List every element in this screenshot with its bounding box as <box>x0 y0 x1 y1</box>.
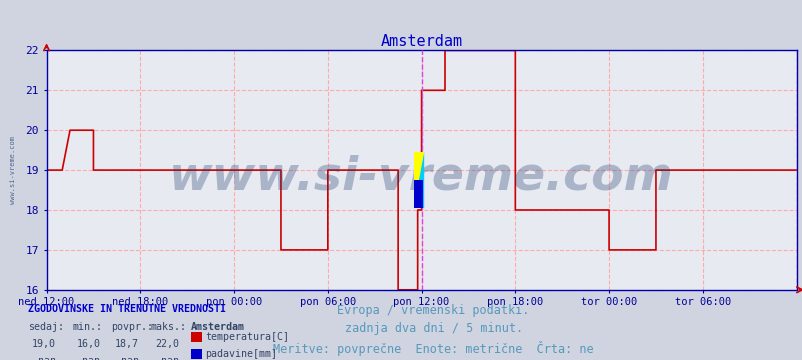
Polygon shape <box>413 180 423 208</box>
Polygon shape <box>413 152 423 208</box>
Text: -nan: -nan <box>155 356 179 360</box>
Text: ZGODOVINSKE IN TRENUTNE VREDNOSTI: ZGODOVINSKE IN TRENUTNE VREDNOSTI <box>28 304 226 314</box>
Title: Amsterdam: Amsterdam <box>380 34 462 49</box>
Text: sedaj:: sedaj: <box>28 322 64 332</box>
Text: Evropa / vremenski podatki.
zadnja dva dni / 5 minut.
Meritve: povprečne  Enote:: Evropa / vremenski podatki. zadnja dva d… <box>273 304 593 360</box>
Text: min.:: min.: <box>72 322 102 332</box>
Text: www.si-vreme.com: www.si-vreme.com <box>169 155 673 200</box>
Text: -nan: -nan <box>32 356 56 360</box>
Text: -nan: -nan <box>76 356 100 360</box>
Text: 19,0: 19,0 <box>32 339 56 350</box>
Text: www.si-vreme.com: www.si-vreme.com <box>10 136 16 204</box>
Text: 22,0: 22,0 <box>155 339 179 350</box>
Text: padavine[mm]: padavine[mm] <box>205 349 277 359</box>
Text: 18,7: 18,7 <box>115 339 139 350</box>
Polygon shape <box>413 152 423 208</box>
Text: -nan: -nan <box>115 356 139 360</box>
Text: povpr.:: povpr.: <box>111 322 152 332</box>
Text: maks.:: maks.: <box>151 322 187 332</box>
Text: Amsterdam: Amsterdam <box>191 322 245 332</box>
Text: 16,0: 16,0 <box>76 339 100 350</box>
Text: temperatura[C]: temperatura[C] <box>205 332 290 342</box>
